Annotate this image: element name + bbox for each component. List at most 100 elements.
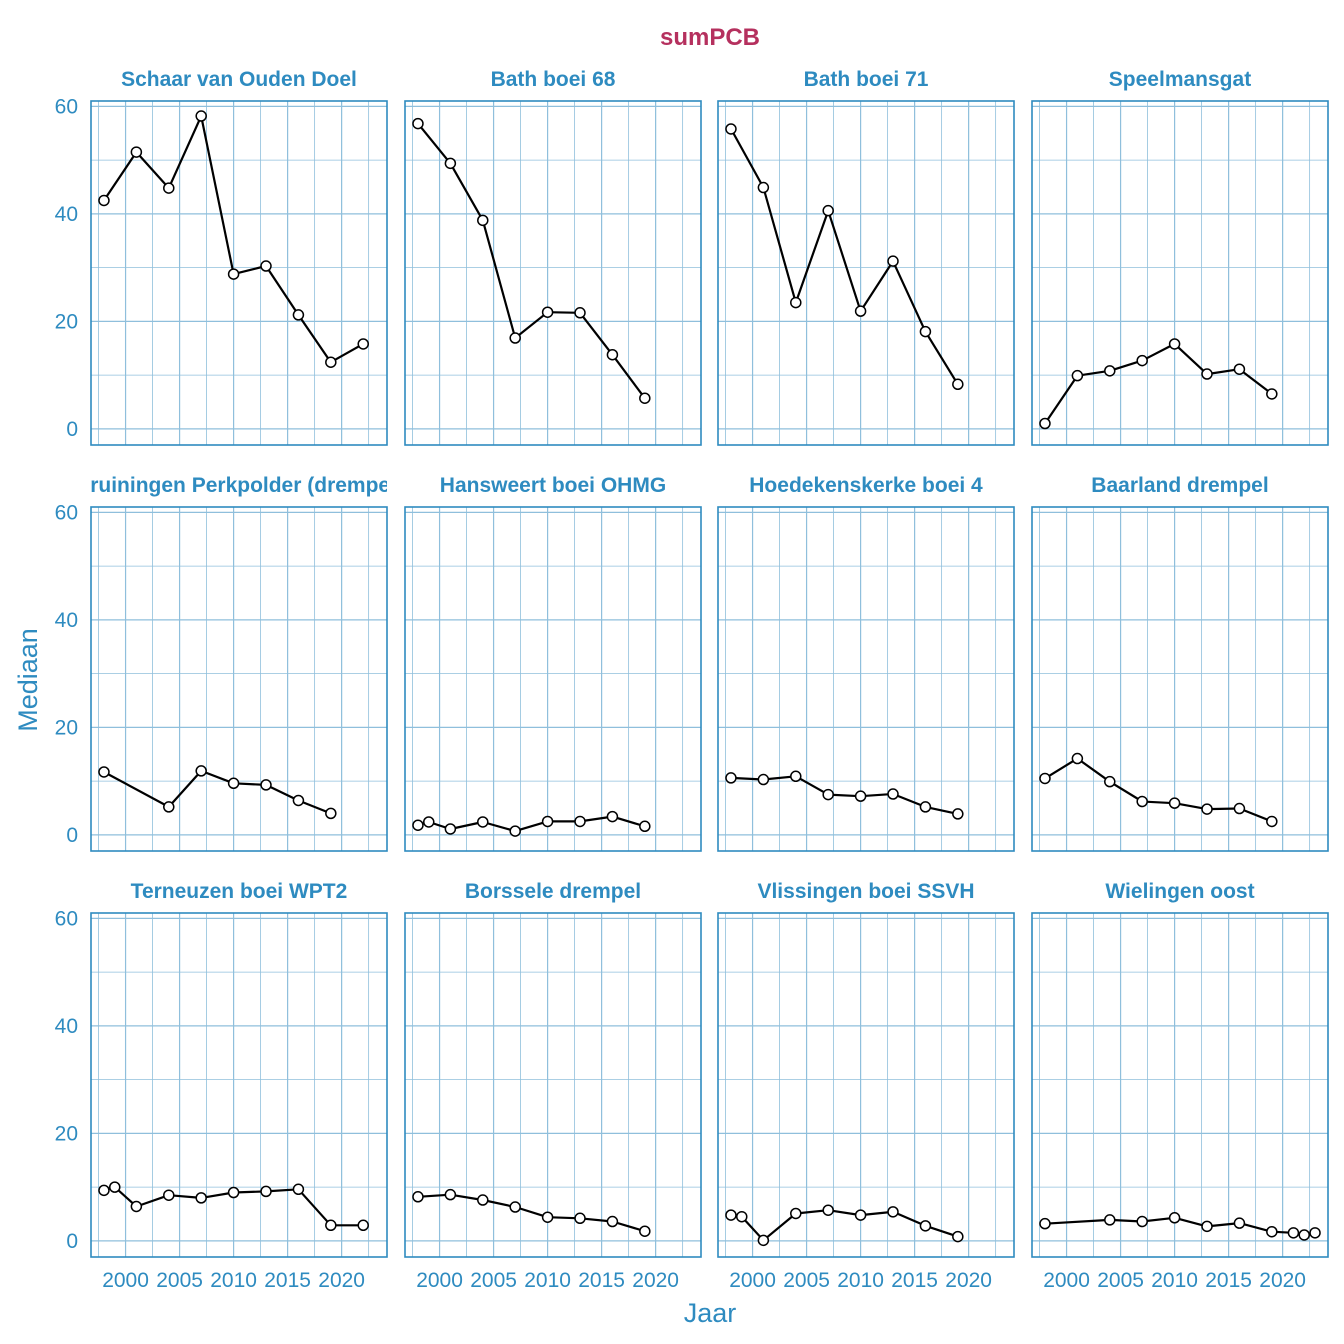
- strip-label-bath-boei-71: Bath boei 71: [804, 68, 929, 91]
- data-point: [1071, 752, 1084, 765]
- data-point: [357, 338, 369, 350]
- series-line-bath-boei-71: [730, 128, 959, 385]
- data-point: [541, 815, 554, 828]
- data-point: [444, 157, 457, 170]
- data-point: [822, 788, 834, 801]
- grid-baarland-drempel: [1032, 507, 1328, 851]
- data-point: [1266, 1225, 1278, 1238]
- grid-wielingen-oost: [1032, 913, 1328, 1257]
- data-point: [195, 765, 207, 777]
- data-point: [757, 773, 770, 786]
- strip-label-kruiningen-perkpolder-drempel: Kruiningen Perkpolder (drempel): [75, 474, 403, 497]
- data-point: [790, 1207, 802, 1220]
- strip-label-speelmansgat: Speelmansgat: [1109, 68, 1251, 91]
- panel-hansweert-boei-ohmg: Hansweert boei OHMG: [404, 474, 702, 852]
- strip-label-baarland-drempel: Baarland drempel: [1091, 474, 1268, 497]
- data-point: [887, 255, 899, 267]
- data-point: [1266, 815, 1278, 828]
- grid-bath-boei-71: [718, 101, 1014, 445]
- data-point: [790, 770, 802, 783]
- data-point: [98, 1184, 110, 1197]
- data-point: [1233, 1217, 1246, 1229]
- data-point: [725, 123, 737, 135]
- data-point: [1136, 354, 1148, 367]
- data-point: [412, 819, 424, 831]
- grid-vlissingen-boei-ssvh: [718, 913, 1014, 1257]
- data-point: [130, 146, 143, 158]
- data-point: [1201, 368, 1213, 380]
- data-point: [444, 1188, 457, 1201]
- x-tick-label: 2020: [1259, 1269, 1306, 1292]
- panel-schaar-van-ouden-doel: Schaar van Ouden Doel 0 20 40 60: [55, 68, 388, 446]
- data-point: [292, 1183, 305, 1196]
- data-point: [854, 305, 867, 317]
- data-point: [606, 348, 619, 361]
- x-tick-label: 2020: [945, 1269, 992, 1292]
- y-tick-label: 20: [55, 716, 78, 739]
- data-point: [423, 816, 435, 828]
- x-tick-label: 2015: [1205, 1269, 1252, 1292]
- strip-label-schaar-van-ouden-doel: Schaar van Ouden Doel: [121, 68, 357, 91]
- strip-label-hoedekenskerke-boei-4: Hoedekenskerke boei 4: [749, 474, 983, 497]
- data-point: [574, 1212, 586, 1225]
- y-tick-label: 40: [55, 203, 78, 226]
- grid-bath-boei-68: [405, 101, 701, 445]
- panel-speelmansgat: Speelmansgat: [1031, 68, 1329, 446]
- data-point: [639, 1225, 651, 1237]
- x-tick-label: 2020: [318, 1269, 365, 1292]
- data-point: [1266, 388, 1278, 400]
- panel-border: [90, 506, 388, 852]
- data-point: [1287, 1227, 1300, 1239]
- data-point: [757, 1234, 770, 1247]
- data-point: [725, 772, 737, 784]
- panel-border: [717, 912, 1015, 1258]
- data-point: [919, 801, 932, 813]
- strip-label-vlissingen-boei-ssvh: Vlissingen boei SSVH: [757, 880, 974, 903]
- y-tick-label: 20: [55, 1122, 78, 1145]
- x-axis-title: Jaar: [684, 1298, 737, 1328]
- data-point: [1298, 1229, 1310, 1241]
- data-point: [195, 110, 207, 122]
- data-point: [606, 1215, 619, 1228]
- grid-hoedekenskerke-boei-4: [718, 507, 1014, 851]
- panel-group: Schaar van Ouden Doel 0 20 40 60 Bath boei 68…: [55, 68, 1329, 1292]
- data-point: [1168, 1212, 1181, 1224]
- panel-kruiningen-perkpolder-drempel: Kruiningen Perkpolder (drempel) 0 20 40 60: [55, 474, 403, 852]
- data-point: [1233, 802, 1246, 815]
- data-point: [163, 801, 175, 813]
- data-point: [757, 181, 770, 194]
- data-point: [163, 182, 175, 194]
- data-point: [227, 777, 240, 790]
- y-tick-label: 40: [55, 609, 78, 632]
- data-point: [477, 1194, 489, 1206]
- data-point: [1201, 1220, 1213, 1233]
- data-point: [227, 1186, 240, 1199]
- panel-border: [717, 506, 1015, 852]
- x-tick-label: 2015: [264, 1269, 311, 1292]
- data-point: [1201, 803, 1213, 815]
- data-point: [1039, 417, 1051, 430]
- grid-kruiningen-perkpolder-drempel: [91, 507, 387, 851]
- data-point: [98, 766, 110, 778]
- data-point: [952, 808, 964, 820]
- data-point: [541, 1211, 554, 1223]
- data-point: [1039, 1217, 1051, 1230]
- data-point: [854, 790, 867, 802]
- data-point: [790, 296, 802, 309]
- data-point: [509, 1201, 521, 1213]
- data-point: [736, 1210, 748, 1223]
- x-tick-label: 2000: [1043, 1269, 1090, 1292]
- data-point: [325, 807, 337, 820]
- panel-border: [404, 100, 702, 446]
- panel-border: [404, 912, 702, 1258]
- strip-label-hansweert-boei-ohmg: Hansweert boei OHMG: [440, 474, 666, 497]
- panel-bath-boei-68: Bath boei 68: [404, 68, 702, 446]
- data-point: [227, 268, 240, 280]
- series-line-bath-boei-68: [417, 122, 646, 399]
- x-tick-label: 2005: [156, 1269, 203, 1292]
- y-tick-label: 0: [66, 1230, 78, 1253]
- panel-hoedekenskerke-boei-4: Hoedekenskerke boei 4: [717, 474, 1015, 852]
- data-point: [1104, 365, 1116, 377]
- panel-border: [1031, 100, 1329, 446]
